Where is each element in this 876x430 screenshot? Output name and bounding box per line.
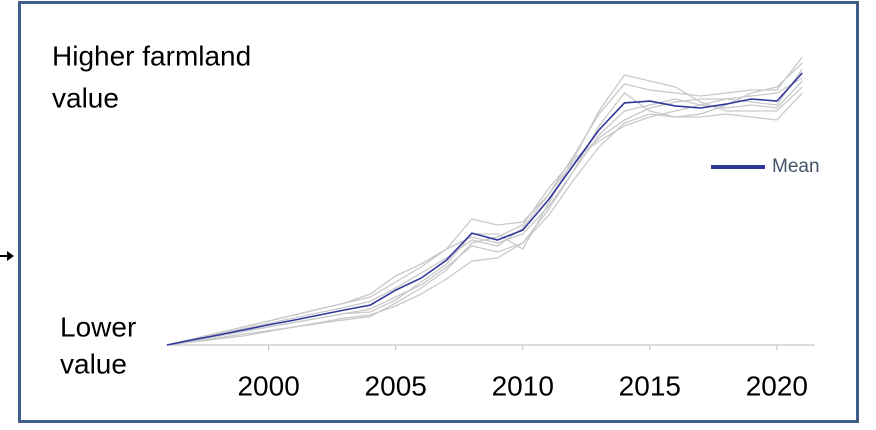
mean-line	[166, 72, 803, 346]
x-tick-label: 2015	[619, 370, 681, 401]
series-line	[166, 92, 803, 346]
legend-label: Mean	[772, 156, 820, 177]
series-line	[166, 68, 803, 346]
arrow-head	[7, 251, 14, 261]
x-tick-label: 2000	[237, 370, 299, 401]
x-tick-label: 2020	[746, 370, 808, 401]
annotation: Lower	[60, 311, 136, 342]
x-tick-label: 2005	[365, 370, 427, 401]
x-tick-label: 2010	[492, 370, 554, 401]
series-line	[166, 77, 803, 346]
annotation: Higher farmland	[52, 40, 251, 71]
annotation: value	[60, 348, 127, 379]
frame	[18, 1, 859, 423]
annotation: value	[52, 82, 119, 113]
